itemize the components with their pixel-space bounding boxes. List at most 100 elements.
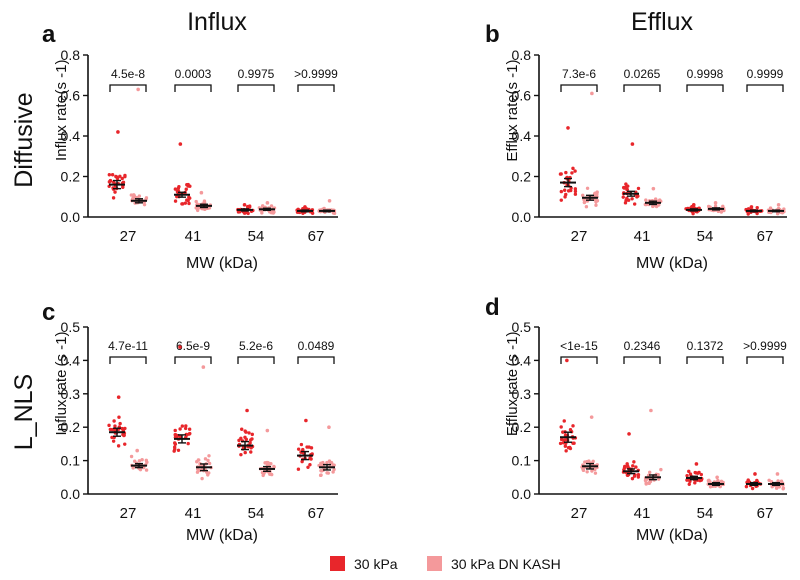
data-point [184, 187, 188, 191]
data-point [269, 204, 274, 208]
data-point [571, 424, 575, 428]
data-point [559, 198, 563, 202]
data-point [634, 465, 638, 469]
y-tick-label: 0.6 [512, 88, 532, 104]
data-point [239, 452, 243, 457]
y-tick-label: 0.0 [512, 486, 532, 502]
p-value-label: 6.5e-9 [176, 339, 210, 353]
data-point [331, 463, 335, 467]
data-point [713, 204, 718, 208]
data-point-max [327, 425, 331, 430]
significance-bracket [623, 84, 661, 92]
data-point [260, 204, 265, 208]
data-point [116, 444, 121, 448]
y-tick-label: 0.1 [61, 453, 81, 469]
data-point-max [776, 203, 781, 207]
data-point [573, 187, 578, 191]
data-point [186, 441, 190, 446]
significance-bracket [237, 84, 275, 92]
p-value-label: 0.1372 [687, 339, 724, 353]
data-point-max [715, 475, 719, 480]
data-point [571, 166, 575, 171]
data-point [308, 463, 312, 467]
x-tick-label: 54 [697, 505, 714, 522]
y-axis-unit: (s -1) [504, 332, 521, 367]
data-point [562, 188, 567, 192]
data-point [173, 428, 177, 433]
data-point [137, 459, 142, 463]
data-point [644, 198, 648, 202]
data-point [111, 196, 116, 200]
panel-a: a 0.0 0.2 0.4 0.6 0.8 Influx rate(s -1) 27 41 54 6… [42, 21, 338, 272]
panel-letter: b [485, 21, 500, 48]
data-point [108, 178, 113, 183]
panel-d: d 0.0 0.1 0.2 0.3 0.4 0.5 Efflux rate (s -1) 27 41… [485, 294, 787, 544]
x-tick-label: 27 [571, 228, 588, 245]
data-point [187, 201, 191, 206]
data-point [767, 478, 771, 482]
y-tick-label: 0.8 [61, 47, 81, 63]
data-point [636, 194, 640, 198]
data-point [656, 473, 660, 477]
p-value-label: 4.7e-11 [108, 339, 148, 353]
y-axis-unit: (s -1) [53, 60, 70, 95]
y-tick-label: 0.4 [512, 128, 532, 144]
data-point [175, 194, 179, 199]
data-point [247, 205, 252, 209]
data-point [186, 182, 190, 187]
data-point-max [303, 205, 307, 209]
data-point [706, 479, 711, 483]
data-point [593, 467, 597, 472]
data-point [744, 484, 749, 489]
data-point-max [691, 203, 696, 207]
y-tick-label: 0.0 [512, 209, 532, 225]
data-point-max [178, 345, 182, 349]
x-tick-label: 54 [248, 228, 265, 245]
x-tick-label: 27 [571, 505, 588, 522]
data-point-max [135, 448, 139, 453]
data-point-max [136, 87, 140, 92]
data-point [195, 470, 200, 474]
data-point [115, 175, 119, 179]
data-point [180, 202, 184, 206]
x-tick-label: 41 [634, 228, 651, 245]
data-point [632, 202, 637, 206]
data-point [319, 473, 323, 477]
data-point [564, 449, 568, 453]
p-value-label: 0.2346 [624, 339, 661, 353]
data-point [111, 180, 116, 184]
data-point [248, 441, 252, 445]
data-point-max [245, 408, 249, 413]
data-point [570, 171, 574, 175]
data-point [120, 176, 124, 181]
y-tick-label: 0.8 [512, 47, 532, 63]
legend-swatch-dn-kash [427, 556, 442, 571]
data-point [631, 464, 635, 468]
legend-label-30kpa: 30 kPa [354, 556, 398, 572]
p-value-label: >0.9999 [294, 67, 338, 81]
y-tick-label: 0.6 [61, 88, 81, 104]
data-point [594, 203, 598, 207]
data-point [240, 427, 244, 431]
data-point-max [749, 205, 754, 209]
data-point [621, 195, 625, 199]
data-point [121, 185, 125, 189]
data-point [630, 476, 635, 481]
y-axis-label: Influx rate [53, 95, 70, 161]
p-value-label: 0.0265 [624, 67, 661, 81]
data-point-max [116, 130, 120, 134]
data-point [624, 198, 628, 203]
data-point-max [590, 91, 594, 96]
significance-bracket [686, 84, 724, 92]
data-point [636, 475, 641, 479]
data-point [176, 448, 181, 453]
data-point [309, 457, 313, 461]
data-point [781, 487, 785, 491]
legend: 30 kPa 30 kPa DN KASH [330, 556, 561, 572]
x-axis-label: MW (kDa) [636, 255, 708, 272]
data-point [755, 205, 759, 210]
data-point [310, 211, 315, 216]
significance-bracket [297, 356, 335, 364]
significance-bracket [560, 84, 598, 92]
significance-bracket [560, 356, 598, 364]
